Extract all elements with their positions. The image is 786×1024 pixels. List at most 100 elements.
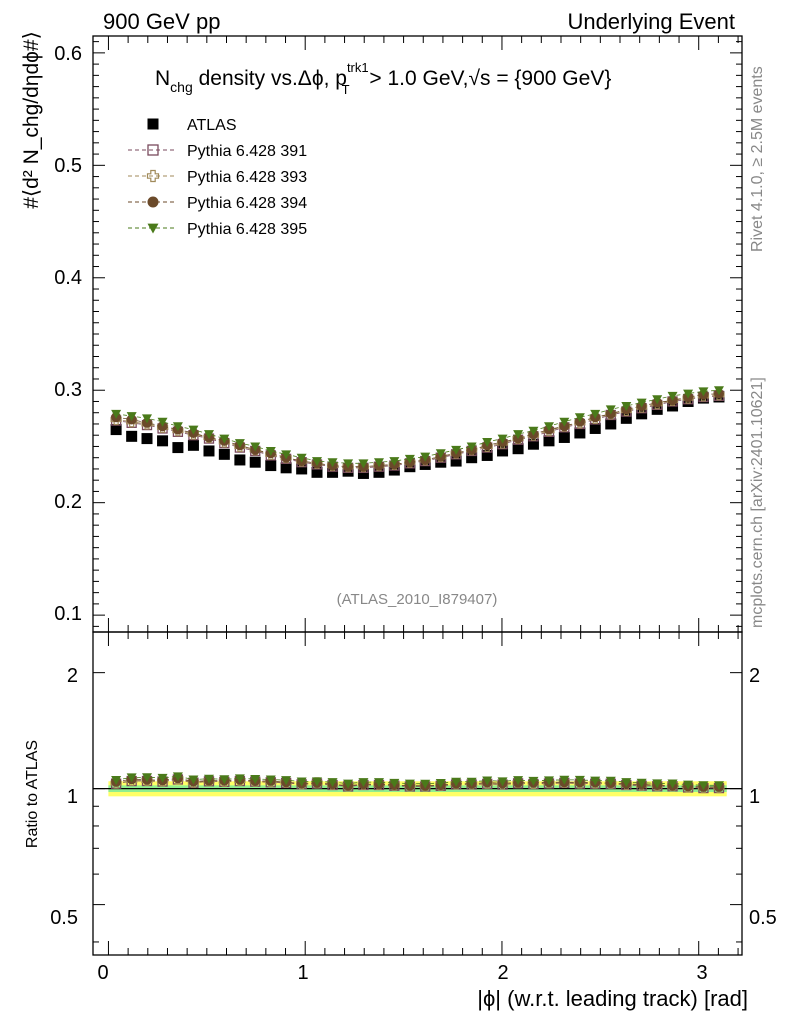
data-point: [157, 417, 168, 427]
ratio-point: [683, 780, 694, 790]
data-point: [218, 448, 230, 460]
legend-entry-atlas: ATLAS: [147, 117, 237, 134]
ratio-point: [172, 772, 183, 782]
main-ytick-label: 0.5: [54, 155, 82, 177]
ratio-line-3: [116, 777, 719, 788]
data-point: [543, 435, 555, 447]
data-point: [559, 417, 570, 427]
ratio-ytick-label: 2: [67, 665, 78, 687]
data-point: [528, 426, 539, 436]
legend-entry-391: Pythia 6.428 391: [128, 143, 307, 160]
data-point: [203, 445, 215, 457]
legend-label-391: Pythia 6.428 391: [187, 143, 307, 160]
ratio-point: [605, 776, 616, 786]
data-point: [636, 398, 647, 408]
data-point: [497, 434, 508, 444]
ratio-point: [203, 774, 214, 784]
ratio-point: [420, 779, 431, 789]
main-ytick-label: 0.4: [54, 267, 82, 289]
ratio-point: [111, 776, 122, 786]
ratio-point: [713, 781, 724, 791]
data-point: [482, 437, 493, 447]
data-point: [558, 431, 570, 443]
data-point: [249, 456, 261, 468]
ratio-point: [157, 773, 168, 783]
data-point: [203, 430, 214, 440]
data-point: [126, 430, 138, 442]
data-point: [357, 467, 369, 479]
data-point: [296, 453, 307, 463]
ratio-ytick-label-right: 1: [749, 786, 760, 808]
data-point: [373, 466, 385, 478]
data-point: [450, 455, 462, 467]
ratio-point: [250, 774, 261, 784]
data-point: [172, 422, 183, 432]
data-point: [481, 449, 493, 461]
xtick-label: 2: [497, 962, 508, 984]
rivet-label: Rivet 4.1.0, ≥ 2.5M events: [749, 66, 766, 252]
ratio-point: [667, 779, 678, 789]
data-point: [327, 458, 338, 468]
xtick-label: 0: [97, 962, 108, 984]
data-point: [513, 430, 524, 440]
axis-ticks: [93, 36, 742, 955]
legend-marker-393: [128, 169, 176, 183]
ratio-point: [636, 778, 647, 788]
ratio-point: [590, 776, 601, 786]
data-point: [296, 463, 308, 475]
ratio-ytick-label: 1: [67, 786, 78, 808]
ratio-point: [343, 779, 354, 789]
data-point: [141, 433, 153, 445]
data-point: [312, 457, 323, 467]
ratio-data-marks: [110, 772, 725, 794]
ratio-point: [142, 773, 153, 783]
x-tick-labels: 0 1 2 3: [97, 962, 707, 984]
data-point: [713, 386, 724, 396]
legend: ATLAS Pythia 6.428 391 Pythia 6.428 393 …: [128, 117, 307, 238]
data-point: [683, 389, 694, 399]
series-line-3: [116, 393, 720, 468]
ratio-point: [482, 776, 493, 786]
data-point: [589, 422, 601, 434]
data-point: [281, 450, 292, 460]
ratio-point: [543, 776, 554, 786]
legend-marker-395: [128, 223, 176, 234]
legend-marker-atlas: [147, 118, 159, 130]
data-point: [466, 452, 478, 464]
main-ytick-label: 0.3: [54, 379, 82, 401]
ratio-point: [574, 775, 585, 785]
y-axis-label-main: #⟨d² N_chg/dηdϕ#⟩: [20, 31, 43, 209]
ratio-point: [219, 775, 230, 785]
chart-title: Nchg density vs.Δϕ, ptrk1 T > 1.0 GeV,√s …: [155, 60, 611, 97]
ratio-point: [513, 776, 524, 786]
header-right: Underlying Event: [567, 9, 735, 34]
data-point: [497, 445, 509, 457]
y-axis-label-ratio: Ratio to ATLAS: [24, 740, 41, 848]
data-point: [574, 413, 585, 423]
series-line-2: [116, 394, 720, 468]
ratio-line-4: [116, 775, 719, 786]
data-point: [527, 438, 539, 450]
data-point: [667, 391, 678, 401]
ratio-point: [358, 778, 369, 788]
ratio-point: [265, 775, 276, 785]
x-axis-label: |ϕ| (w.r.t. leading track) [rad]: [477, 986, 748, 1011]
data-point: [404, 454, 415, 464]
data-point: [636, 408, 648, 420]
data-point: [157, 435, 169, 447]
data-point: [172, 442, 184, 454]
legend-label-394: Pythia 6.428 394: [187, 195, 307, 212]
ratio-point: [698, 781, 709, 791]
data-point: [605, 418, 617, 430]
xtick-label: 3: [696, 962, 707, 984]
data-point: [358, 459, 369, 469]
ratio-point: [559, 775, 570, 785]
ratio-plot-frame: [92, 631, 743, 956]
data-point: [590, 409, 601, 419]
ratio-point: [451, 777, 462, 787]
ratio-point: [466, 777, 477, 787]
ratio-band-group: [93, 781, 742, 797]
data-point: [234, 454, 246, 466]
ratio-ytick-label: 0.5: [50, 907, 78, 929]
ratio-point: [312, 777, 323, 787]
